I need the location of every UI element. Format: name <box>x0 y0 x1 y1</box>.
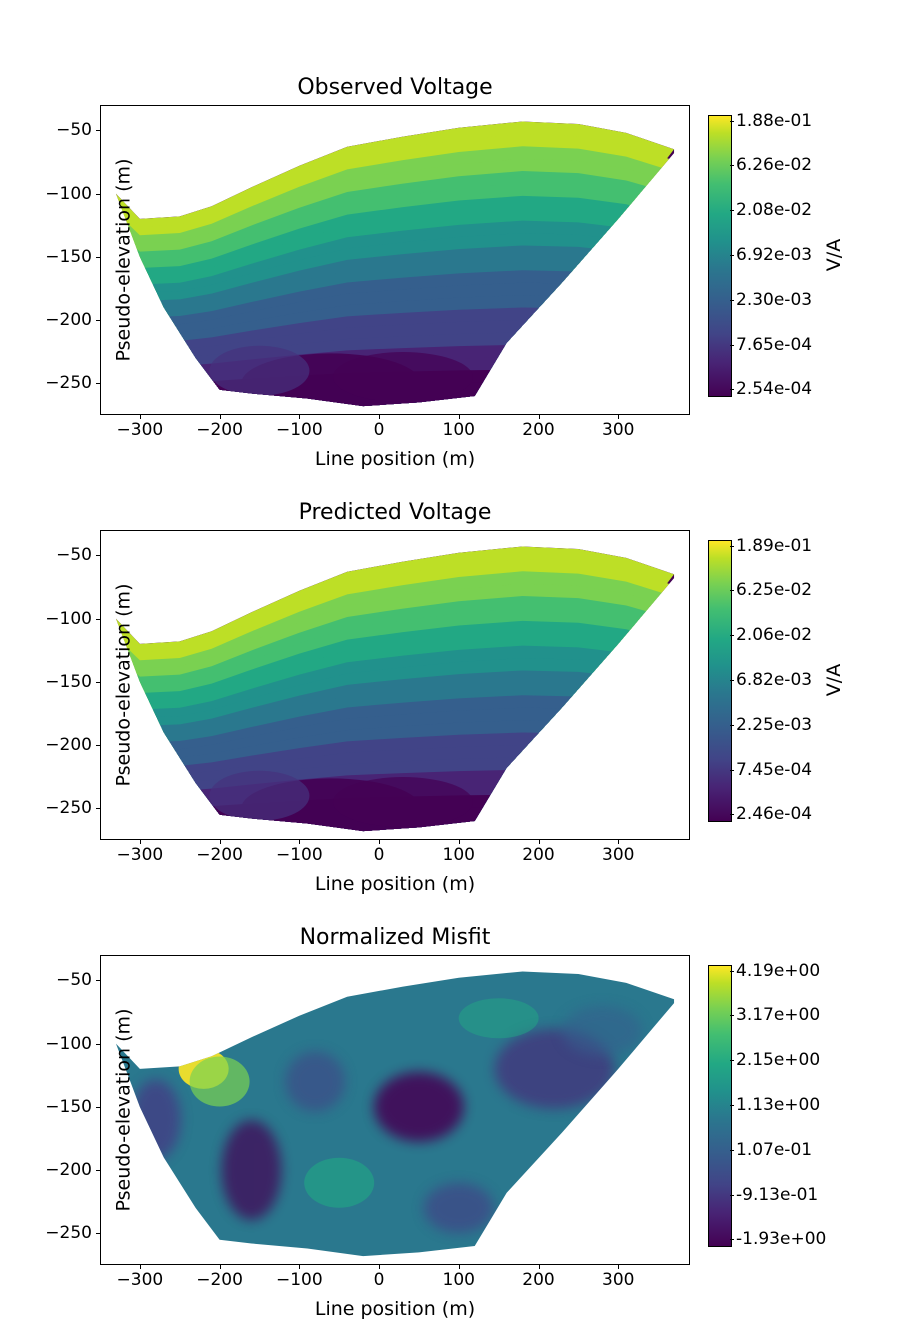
x-tick-label: −200 <box>196 420 243 440</box>
y-tick-label: −100 <box>32 609 92 629</box>
x-tick-label: −300 <box>117 845 164 865</box>
colorbar-tick-label: 6.82e-03 <box>736 670 812 690</box>
y-tick-label: −250 <box>32 1223 92 1243</box>
colorbar-tick-label: 1.88e-01 <box>736 111 812 131</box>
colorbar: V/A 1.89e-016.25e-022.06e-026.82e-032.25… <box>708 540 730 820</box>
colorbar-tick-label: 6.92e-03 <box>736 245 812 265</box>
x-tick-label: 0 <box>374 845 385 865</box>
colorbar-tick-label: -9.13e-01 <box>736 1185 818 1205</box>
y-tick-label: −150 <box>32 672 92 692</box>
colorbar-tick-label: 6.25e-02 <box>736 580 812 600</box>
y-tick-label: −50 <box>32 970 92 990</box>
colorbar-tick-label: 2.08e-02 <box>736 200 812 220</box>
colorbar-tick-label: 2.30e-03 <box>736 290 812 310</box>
x-tick-label: 200 <box>522 420 554 440</box>
x-tick-label: 300 <box>602 845 634 865</box>
observed-voltage-panel: Observed Voltage Line position (m) Pseud… <box>100 105 690 415</box>
y-tick-label: −100 <box>32 184 92 204</box>
y-tick-label: −50 <box>32 545 92 565</box>
colorbar-tick-label: 1.13e+00 <box>736 1095 820 1115</box>
x-axis-label: Line position (m) <box>100 448 690 470</box>
colorbar-tick-label: 7.45e-04 <box>736 760 812 780</box>
x-tick-label: 100 <box>443 845 475 865</box>
y-axis-label: Pseudo-elevation (m) <box>112 584 134 787</box>
x-tick-label: −200 <box>196 1270 243 1290</box>
colorbar-tick-label: 7.65e-04 <box>736 335 812 355</box>
panel-title: Predicted Voltage <box>100 500 690 525</box>
x-tick-label: 300 <box>602 1270 634 1290</box>
x-axis-label: Line position (m) <box>100 1298 690 1320</box>
y-tick-label: −200 <box>32 735 92 755</box>
colorbar-tick-label: 4.19e+00 <box>736 961 820 981</box>
y-tick-label: −150 <box>32 247 92 267</box>
x-tick-label: 200 <box>522 1270 554 1290</box>
colorbar-tick-label: 3.17e+00 <box>736 1005 820 1025</box>
colorbar-tick-label: 6.26e-02 <box>736 155 812 175</box>
y-axis-label: Pseudo-elevation (m) <box>112 1009 134 1212</box>
y-tick-label: −250 <box>32 798 92 818</box>
y-tick-label: −50 <box>32 120 92 140</box>
normalized-misfit-panel: Normalized Misfit Line position (m) Pseu… <box>100 955 690 1265</box>
x-tick-label: −300 <box>117 1270 164 1290</box>
x-axis-label: Line position (m) <box>100 873 690 895</box>
panel-title: Normalized Misfit <box>100 925 690 950</box>
x-tick-label: −300 <box>117 420 164 440</box>
x-tick-label: 100 <box>443 420 475 440</box>
colorbar-tick-label: 2.06e-02 <box>736 625 812 645</box>
figure: Observed Voltage Line position (m) Pseud… <box>0 0 900 1300</box>
y-tick-label: −100 <box>32 1034 92 1054</box>
colorbar-gradient <box>708 965 732 1247</box>
x-tick-label: −200 <box>196 845 243 865</box>
y-axis-label: Pseudo-elevation (m) <box>112 159 134 362</box>
colorbar-tick-label: -1.93e+00 <box>736 1229 826 1249</box>
colorbar-label: V/A <box>823 239 845 271</box>
colorbar-label: V/A <box>823 664 845 696</box>
x-tick-label: −100 <box>276 1270 323 1290</box>
y-tick-label: −200 <box>32 310 92 330</box>
observed-plot <box>100 105 690 415</box>
x-tick-label: −100 <box>276 845 323 865</box>
predicted-plot <box>100 530 690 840</box>
colorbar-tick-label: 1.07e-01 <box>736 1140 812 1160</box>
colorbar-tick-label: 1.89e-01 <box>736 536 812 556</box>
misfit-plot <box>100 955 690 1265</box>
colorbar-tick-label: 2.54e-04 <box>736 379 812 399</box>
x-tick-label: 0 <box>374 420 385 440</box>
colorbar: 4.19e+003.17e+002.15e+001.13e+001.07e-01… <box>708 965 730 1245</box>
x-tick-label: 200 <box>522 845 554 865</box>
colorbar-tick-label: 2.15e+00 <box>736 1050 820 1070</box>
y-tick-label: −250 <box>32 373 92 393</box>
colorbar-gradient <box>708 540 732 822</box>
y-tick-label: −150 <box>32 1097 92 1117</box>
x-tick-label: −100 <box>276 420 323 440</box>
y-tick-label: −200 <box>32 1160 92 1180</box>
predicted-voltage-panel: Predicted Voltage Line position (m) Pseu… <box>100 530 690 840</box>
colorbar-tick-label: 2.25e-03 <box>736 715 812 735</box>
x-tick-label: 300 <box>602 420 634 440</box>
colorbar: V/A 1.88e-016.26e-022.08e-026.92e-032.30… <box>708 115 730 395</box>
x-tick-label: 100 <box>443 1270 475 1290</box>
panel-title: Observed Voltage <box>100 75 690 100</box>
x-tick-label: 0 <box>374 1270 385 1290</box>
colorbar-tick-label: 2.46e-04 <box>736 804 812 824</box>
colorbar-gradient <box>708 115 732 397</box>
